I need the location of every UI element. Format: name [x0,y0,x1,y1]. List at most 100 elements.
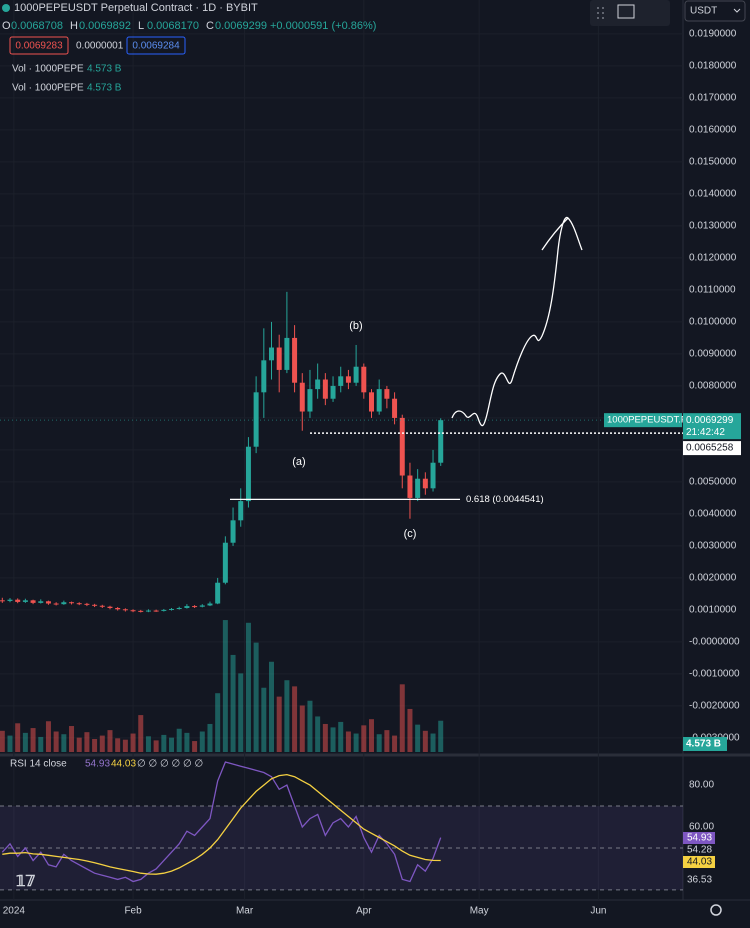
volume-label: Vol · 1000PEPE [12,64,84,75]
volume-bar [315,716,321,752]
snapshot-icon[interactable] [617,4,635,19]
candle-body [438,420,444,463]
volume-bar [69,726,75,752]
y-tick-label: -0.0020000 [689,701,740,712]
candle-body [99,605,105,607]
ohlc-key: C [206,20,214,32]
rsi-legend-placeholders: ∅ ∅ ∅ ∅ ∅ ∅ [137,759,203,770]
volume-bar [45,721,51,752]
candle-body [422,478,428,489]
candle-body [22,600,28,602]
volume-bar [392,735,398,752]
candle-body [145,610,151,612]
candle-body [192,606,198,608]
rsi-value-label: 44.03 [687,857,712,868]
y-tick-label: 0.0110000 [689,285,736,296]
currency-select[interactable] [684,0,746,22]
candle-body [399,417,405,476]
volume-bar [353,733,359,752]
rsi-value-label: 36.53 [687,875,712,886]
hand-drawn-projection [451,216,583,427]
candle-body [338,376,344,386]
symbol-tag-label: 1000PEPEUSDT.P [607,415,687,426]
candle-body [107,606,113,608]
ask-price: 0.0069284 [132,41,180,52]
symbol-tag [604,413,682,428]
price-tag [683,413,741,440]
candle-body [169,608,175,610]
y-tick-label: 0.0080000 [689,381,737,392]
settings-icon[interactable] [710,904,722,916]
bid-box [9,36,69,55]
y-tick-label: 0.0090000 [689,349,737,360]
y-tick-label: 0.0120000 [689,253,737,264]
y-tick-label: 0.0050000 [689,477,737,488]
volume-bar [276,696,282,752]
volume-bar [230,654,236,752]
spread: 0.0000001 [76,41,124,52]
ohlc-row: O 0.0068708 H 0.0069892 L 0.0068170 C 0.0069299… [2,20,376,32]
volume-bar [376,734,382,752]
y-tick-label: 0.0190000 [689,29,737,40]
volume-bar [299,705,305,752]
volume-bar [322,723,328,752]
volume-value: 4.573 B [87,83,122,94]
ohlc-key: L [138,20,144,32]
candle-body [53,603,59,605]
candle-body [0,600,5,602]
volume-bar [122,739,128,752]
rsi-value-label: 54.93 [687,833,712,844]
rsi-tick-label: 60.00 [689,822,714,833]
candle-body [45,601,51,604]
volume-bar [207,723,213,752]
ohlc-value: 0.0069299 [215,20,267,32]
currency-label[interactable]: USDT [690,6,717,17]
volume-bar [338,721,344,752]
candle-body [430,462,436,489]
rsi-ma-line [2,773,441,875]
volume-bar [222,620,228,752]
candle-body [284,337,290,370]
volume-bar [38,736,44,752]
tv-logo: 𝟙𝟟 [16,873,36,890]
plot: 0.0190000 0.0180000 0.0170000 0.0160000 0.01… [0,28,741,917]
dropdown-arrow[interactable] [733,8,741,13]
candle-body [292,337,298,383]
candle-body [69,602,75,604]
volume-bar [292,686,298,752]
candle-body [269,347,275,361]
volume-bar [130,733,136,752]
wave-label: (c) [404,528,417,540]
candle-body [315,379,321,390]
volume-bar [99,735,105,752]
price-tag-countdown: 21:42:42 [686,427,725,438]
candle-body [76,603,82,605]
candle-body [222,542,228,583]
x-tick-label: Jun [590,906,606,917]
volume-bar [92,739,98,752]
volume-tag [683,737,727,751]
volume-bar [269,661,275,752]
candle-body [84,603,90,605]
candle-body [407,475,413,498]
volume-bar [330,727,336,752]
volume-bar [192,741,198,752]
y-tick-label: 0.0170000 [689,93,737,104]
y-tick-label: 0.0160000 [689,125,737,136]
candle-body [184,606,190,608]
volume-bar [361,725,367,752]
candle-body [299,382,305,412]
volume-bar [107,730,113,752]
volume-bar [76,737,82,752]
volume-bar [215,693,221,752]
drag-handle[interactable] [597,7,604,19]
volume-bar [30,728,36,752]
volume-bar [438,720,444,752]
volume-bar [22,732,28,752]
volume-bar [145,736,151,752]
candle-body [161,609,167,611]
y-tick-label: -0.0010000 [689,669,740,680]
volume-bar [238,673,244,752]
candle-body [307,389,313,412]
